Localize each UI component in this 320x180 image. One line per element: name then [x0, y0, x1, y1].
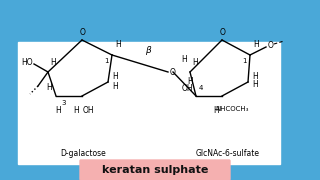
Text: H: H	[55, 106, 61, 115]
Text: H: H	[252, 71, 258, 80]
FancyBboxPatch shape	[80, 160, 230, 180]
Text: H: H	[115, 40, 121, 49]
Text: H: H	[50, 58, 56, 67]
Text: H: H	[181, 55, 187, 64]
Text: H: H	[192, 58, 198, 67]
Text: H: H	[252, 80, 258, 89]
Text: O: O	[220, 28, 226, 37]
Text: H: H	[112, 71, 118, 80]
Text: H: H	[73, 106, 79, 115]
Text: O: O	[268, 40, 274, 50]
Text: D-galactose: D-galactose	[60, 150, 106, 159]
Text: OH: OH	[181, 84, 193, 93]
Text: O: O	[80, 28, 86, 37]
Text: H: H	[112, 82, 118, 91]
Text: 4: 4	[199, 85, 204, 91]
Text: O: O	[170, 68, 176, 76]
Text: β: β	[145, 46, 151, 55]
Text: H: H	[213, 106, 219, 115]
Text: NHCOCH₃: NHCOCH₃	[215, 106, 249, 112]
Text: H: H	[253, 40, 259, 49]
FancyBboxPatch shape	[18, 42, 280, 164]
Text: HO: HO	[21, 57, 33, 66]
Text: OH: OH	[82, 106, 94, 115]
Text: 3: 3	[61, 100, 66, 106]
Text: H: H	[187, 77, 193, 86]
Text: 1: 1	[243, 58, 247, 64]
Text: 1: 1	[105, 58, 109, 64]
Text: keratan sulphate: keratan sulphate	[102, 165, 208, 175]
Text: GlcNAc-6-sulfate: GlcNAc-6-sulfate	[196, 150, 260, 159]
Text: H: H	[46, 83, 52, 92]
